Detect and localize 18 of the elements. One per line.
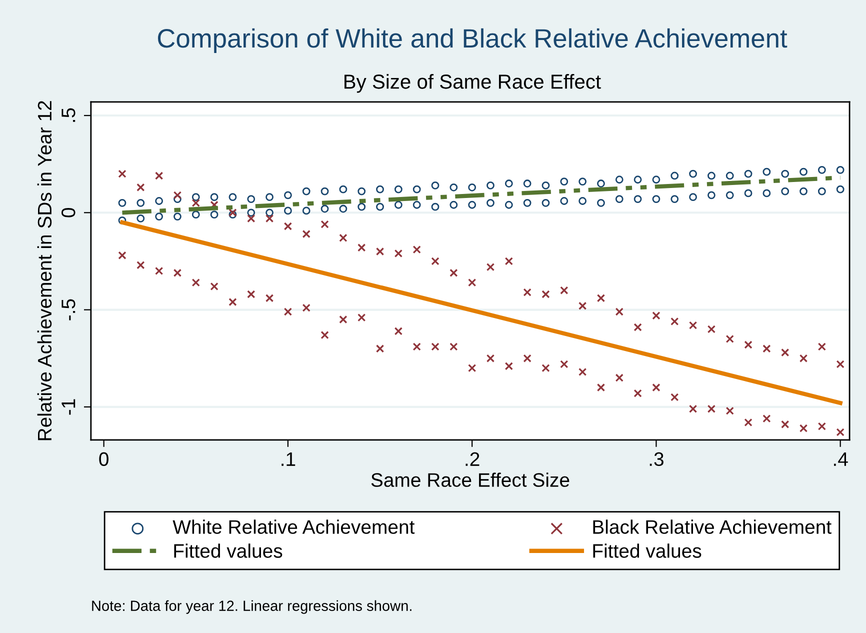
y-tick-label: 0 <box>62 208 76 218</box>
x-tick-label: .1 <box>282 452 296 466</box>
x-axis-title: Same Race Effect Size <box>371 472 570 487</box>
text: Note: Data for year 12. Linear regressions shown. <box>92 600 412 614</box>
x-tick-label: .2 <box>466 452 480 466</box>
chart-subtitle: By Size of Same Race Effect <box>344 74 601 93</box>
legend-label: White Relative Achievement <box>172 520 415 534</box>
chart-title: Comparison of White and Black Relative Achievement <box>158 28 788 53</box>
legend-label: Black Relative Achievement <box>593 520 832 534</box>
y-tick-label: .5 <box>62 108 76 122</box>
y-axis-title: Relative Achievement in SDs in Year 12 <box>37 101 52 440</box>
legend-label: Fitted values <box>174 544 282 558</box>
x-tick-label: 0 <box>99 452 108 466</box>
x-tick-label: .3 <box>650 452 664 466</box>
y-tick-label: -.5 <box>62 299 76 320</box>
legend-label: Fitted values <box>593 544 702 558</box>
x-tick-label: .4 <box>834 452 848 466</box>
y-tick-label: -1 <box>62 399 76 415</box>
